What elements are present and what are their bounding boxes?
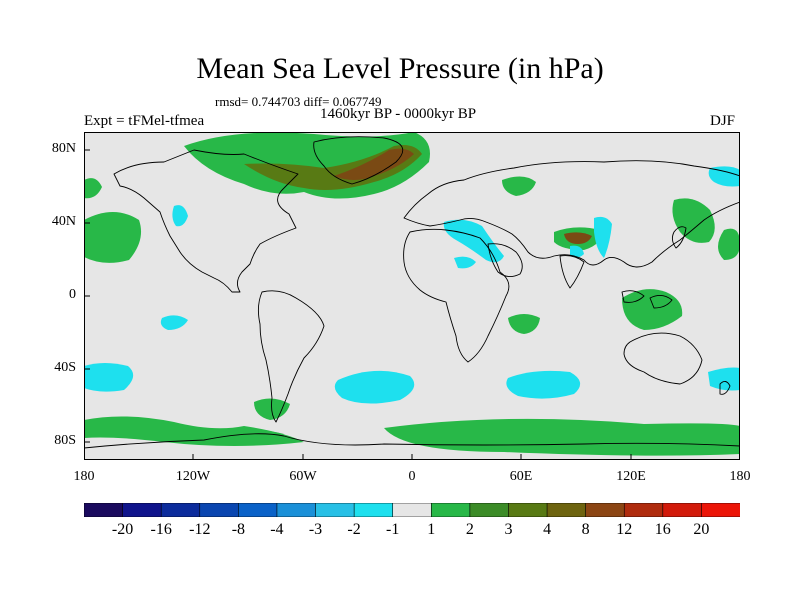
- colorbar-swatch: [315, 503, 355, 517]
- coastline-north-america: [113, 149, 299, 293]
- colorbar-label: 8: [581, 521, 590, 538]
- colorbar-label: 12: [616, 521, 633, 538]
- colorbar-swatch: [199, 503, 239, 517]
- colorbar-swatch: [276, 503, 317, 517]
- coastline-arabia: [487, 243, 523, 277]
- coastline-new-zealand: [719, 381, 731, 395]
- season-label: DJF: [710, 113, 736, 129]
- positive-region: [84, 212, 142, 263]
- negative-region: [334, 370, 415, 404]
- negative-region: [160, 315, 188, 330]
- colorbar-swatch: [662, 503, 703, 517]
- lat-label: 80S: [54, 433, 76, 448]
- colorbar-swatch: [546, 503, 587, 517]
- lon-label: 60W: [289, 469, 317, 484]
- colorbar-label: -20: [111, 521, 134, 538]
- lon-label: 180: [729, 469, 751, 484]
- positive-region: [384, 418, 740, 456]
- colorbar: [84, 503, 740, 517]
- world-map: [84, 132, 740, 460]
- colorbar-label: 2: [465, 521, 474, 538]
- lon-label: 0: [408, 469, 416, 484]
- colorbar-swatch: [392, 503, 432, 517]
- positive-region: [508, 314, 540, 334]
- colorbar-swatch: [508, 503, 548, 517]
- colorbar-label: -2: [347, 521, 361, 538]
- coastlines: [84, 136, 740, 460]
- colorbar-label: 3: [504, 521, 513, 538]
- coastline-islands: [621, 290, 645, 303]
- experiment-label: Expt = tFMel-tfmea: [84, 113, 205, 129]
- positive-region: [502, 176, 536, 196]
- positive-region: [622, 289, 683, 330]
- negative-region: [172, 205, 188, 227]
- colorbar-label: -12: [189, 521, 211, 538]
- coastline-greenland: [313, 136, 404, 185]
- lon-label: 120W: [175, 469, 211, 484]
- lat-label: 40N: [51, 214, 76, 229]
- colorbar-label: -16: [150, 521, 172, 538]
- negative-region: [506, 370, 581, 399]
- colorbar-label: -4: [270, 521, 284, 538]
- lat-label: 80N: [51, 141, 76, 156]
- colorbar-swatch: [84, 503, 124, 517]
- coastline-australia: [623, 332, 703, 385]
- anomaly-shading: [84, 132, 740, 456]
- period-text: 1460kyr BP - 0000kyr BP: [320, 106, 477, 122]
- lon-label: 60E: [509, 469, 533, 484]
- colorbar-swatch: [585, 503, 625, 517]
- positive-region: [244, 145, 422, 190]
- negative-region: [708, 367, 740, 391]
- coastline-africa: [403, 228, 510, 363]
- colorbar-label: 1: [427, 521, 436, 538]
- colorbar-swatch: [353, 503, 394, 517]
- coastline-india: [559, 255, 585, 289]
- coastline-japan: [671, 226, 687, 249]
- coastline-south-america: [257, 290, 325, 423]
- colorbar-label: -3: [308, 521, 323, 538]
- colorbar-label: -1: [386, 521, 400, 538]
- colorbar-swatch: [701, 503, 740, 517]
- negative-region: [708, 166, 740, 187]
- plot-title: Mean Sea Level Pressure (in hPa): [196, 52, 604, 85]
- lat-label: 0: [69, 287, 76, 302]
- colorbar-label: 16: [654, 521, 671, 538]
- positive-region: [84, 178, 102, 199]
- colorbar-swatch: [469, 503, 510, 517]
- colorbar-label: 20: [693, 521, 710, 538]
- negative-region: [454, 256, 476, 269]
- coastline-eurasia: [403, 160, 740, 268]
- stats-text: rmsd= 0.744703 diff= 0.067749: [215, 94, 382, 109]
- colorbar-swatch: [623, 503, 664, 517]
- positive-region: [214, 429, 284, 441]
- lon-label: 120E: [616, 469, 646, 484]
- colorbar-swatch: [160, 503, 201, 517]
- lon-label: 180: [73, 469, 95, 484]
- colorbar-swatch: [238, 503, 278, 517]
- positive-region: [334, 148, 414, 180]
- colorbar-swatch: [430, 503, 471, 517]
- negative-region: [570, 245, 584, 258]
- positive-region: [718, 228, 740, 260]
- colorbar-label: -8: [231, 521, 246, 538]
- positive-region: [564, 232, 592, 244]
- coastline-antarctica: [84, 433, 740, 460]
- negative-region: [594, 216, 612, 258]
- lat-label: 40S: [54, 360, 76, 375]
- map-frame: [84, 132, 740, 460]
- positive-region: [672, 198, 715, 243]
- colorbar-label: 4: [543, 521, 552, 538]
- colorbar-swatch: [122, 503, 162, 517]
- coastline-islands: [649, 295, 673, 309]
- negative-region: [84, 363, 134, 392]
